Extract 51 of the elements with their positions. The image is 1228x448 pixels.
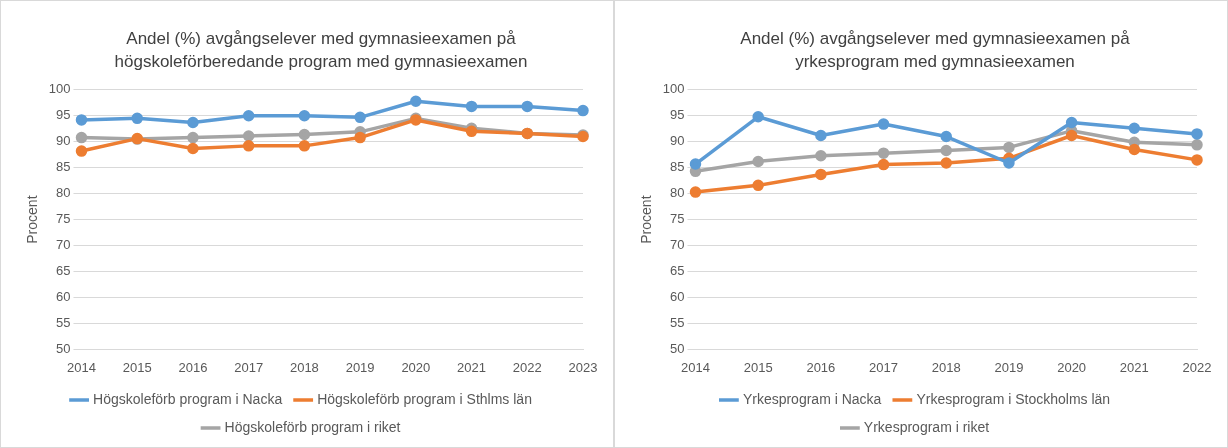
x-tick-label: 2018 — [931, 359, 961, 375]
x-tick-label: 2014 — [67, 359, 96, 375]
legend-label: Högskoleförb program i riket — [224, 418, 401, 435]
y-tick-label: 60 — [56, 289, 71, 305]
y-tick-label: 65 — [670, 263, 685, 279]
y-tick-label: 55 — [56, 315, 71, 331]
y-tick-label: 100 — [48, 81, 71, 97]
x-tick-label: 2015 — [122, 359, 152, 375]
y-tick-label: 65 — [56, 263, 71, 279]
legend-label: Yrkesprogram i Stockholms län — [916, 390, 1111, 407]
x-tick-label: 2022 — [1182, 359, 1212, 375]
x-tick-label: 2016 — [806, 359, 836, 375]
chart-title: Andel (%) avgångselever med gymnasieexamen på yrkesprogram med gymnasieexamen — [739, 28, 1131, 73]
legend-label: Yrkesprogram i Nacka — [742, 390, 882, 407]
y-tick-label: 90 — [56, 133, 71, 149]
y-tick-label: 75 — [670, 211, 685, 227]
y-tick-label: 100 — [662, 81, 685, 97]
y-axis-title: Procent — [24, 195, 41, 244]
x-tick-label: 2015 — [743, 359, 773, 375]
x-tick-label: 2019 — [345, 359, 375, 375]
y-tick-label: 80 — [670, 185, 685, 201]
x-tick-label: 2017 — [234, 359, 264, 375]
y-tick-label: 75 — [56, 211, 71, 227]
x-tick-label: 2022 — [512, 359, 542, 375]
x-tick-label: 2023 — [568, 359, 598, 375]
y-tick-label: 95 — [56, 107, 71, 123]
x-tick-label: 2016 — [178, 359, 208, 375]
y-tick-label: 50 — [670, 340, 685, 356]
legend-label: Högskoleförb program i Nacka — [93, 390, 283, 407]
y-tick-label: 60 — [670, 289, 685, 305]
chart-title: Andel (%) avgångselever med gymnasieexamen på högskoleförberedande program med gymnasieexamen — [113, 28, 529, 73]
x-tick-label: 2019 — [994, 359, 1024, 375]
y-tick-label: 70 — [670, 237, 685, 253]
y-axis-title: Procent — [638, 195, 655, 244]
x-tick-label: 2021 — [457, 359, 487, 375]
y-tick-label: 70 — [56, 237, 71, 253]
y-tick-label: 85 — [56, 159, 71, 175]
x-tick-label: 2021 — [1119, 359, 1149, 375]
y-tick-label: 95 — [670, 107, 685, 123]
y-tick-label: 80 — [56, 185, 71, 201]
y-tick-label: 90 — [670, 133, 685, 149]
y-tick-label: 85 — [670, 159, 685, 175]
y-tick-label: 55 — [670, 315, 685, 331]
legend-label: Yrkesprogram i riket — [863, 418, 990, 435]
y-tick-label: 50 — [56, 340, 71, 356]
x-tick-label: 2017 — [869, 359, 899, 375]
legend-label: Högskoleförb program i Sthlms län — [317, 390, 532, 407]
x-tick-label: 2020 — [1057, 359, 1087, 375]
x-tick-label: 2020 — [401, 359, 431, 375]
x-tick-label: 2014 — [681, 359, 710, 375]
x-tick-label: 2018 — [289, 359, 319, 375]
